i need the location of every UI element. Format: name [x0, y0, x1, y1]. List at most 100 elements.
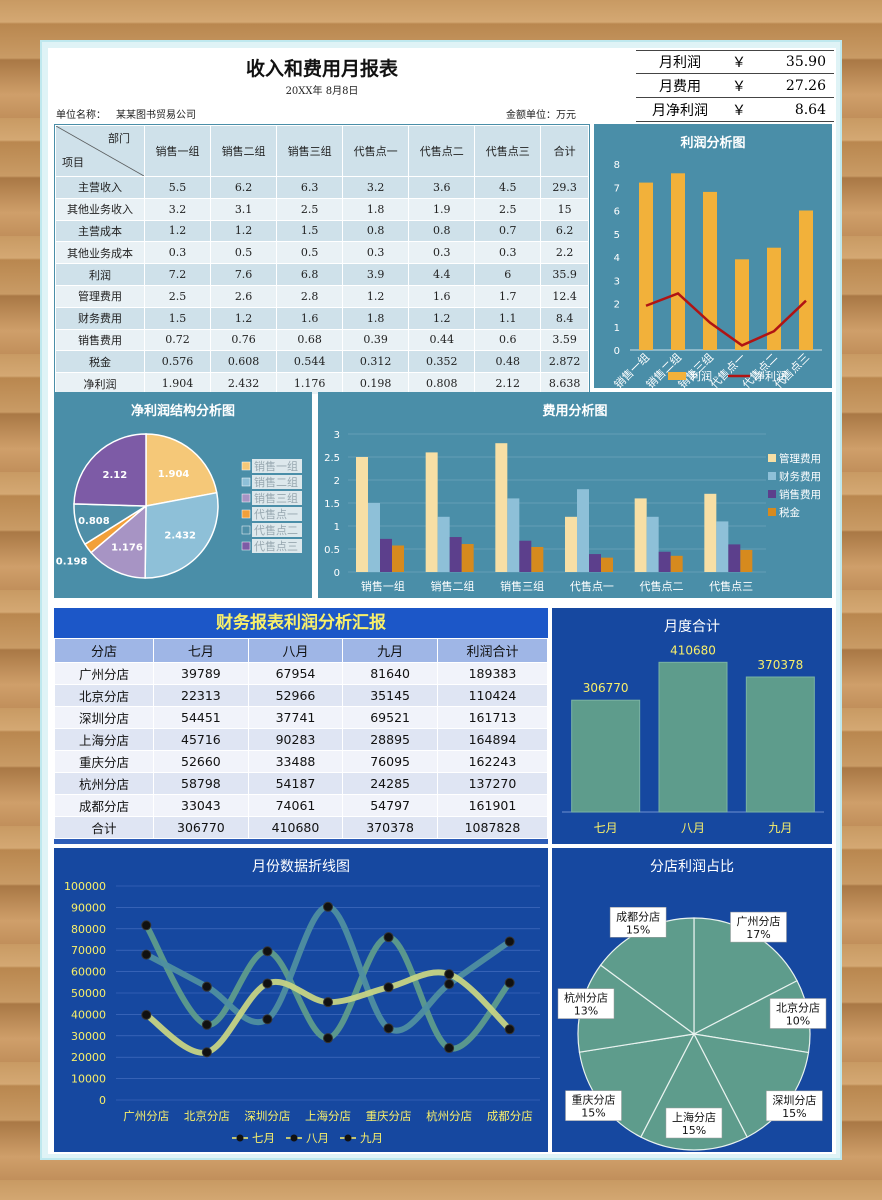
table-cell: 37741 — [247, 706, 344, 729]
table-cell: 成都分店 — [53, 794, 155, 817]
bar — [449, 537, 462, 572]
table-cell: 45716 — [153, 728, 249, 751]
row-label: 财务费用 — [55, 306, 145, 330]
table-cell: 0.3 — [408, 241, 476, 265]
table-cell: 90283 — [247, 728, 344, 751]
legend-swatch — [768, 508, 776, 516]
table-cell: 6.2 — [210, 176, 278, 199]
slice-label-box — [565, 1090, 622, 1121]
legend-swatch — [241, 493, 251, 503]
table-row: 管理费用 2.5 2.6 2.8 1.2 1.6 1.7 12.4 — [55, 284, 589, 308]
data-label: 2.432 — [164, 531, 196, 542]
table-cell: 33043 — [153, 794, 249, 817]
y-tick-label: 6 — [614, 207, 620, 218]
pie-slice — [144, 491, 219, 579]
table-cell: 6.3 — [276, 176, 344, 199]
table-cell: 0.44 — [408, 328, 476, 352]
pie-slice — [90, 504, 147, 579]
slice-label-name: 成都分店 — [616, 909, 660, 923]
legend-swatch — [668, 372, 686, 380]
bar — [728, 544, 741, 572]
legend-label-bg — [252, 539, 302, 553]
bar — [519, 540, 532, 572]
legend-swatch — [768, 490, 776, 498]
y-tick-label: 20000 — [71, 1051, 106, 1064]
table-cell: 2.872 — [540, 350, 589, 374]
y-tick-label: 1 — [614, 323, 620, 334]
table-cell: 74061 — [247, 794, 344, 817]
bar — [634, 498, 647, 572]
legend-label: 八月 — [306, 1131, 329, 1145]
table-cell: 35145 — [342, 684, 438, 707]
table-cell: 4.5 — [474, 176, 542, 199]
table-row: 北京分店 22313 52966 35145 110424 — [53, 684, 549, 707]
legend-swatch — [290, 1134, 298, 1142]
table-cell: 67954 — [247, 662, 344, 685]
branch-share-pie: 广州分店17%北京分店10%深圳分店15%上海分店15%重庆分店15%杭州分店1… — [557, 907, 827, 1151]
legend-label: 净利润 — [754, 369, 787, 383]
slice-label-box — [766, 1090, 823, 1122]
summary-value: 8.64 — [794, 101, 826, 118]
table-cell: 22313 — [153, 684, 249, 707]
y-tick-label: 7 — [614, 183, 620, 194]
table-row: 其他业务收入 3.2 3.1 2.5 1.8 1.9 2.5 15 — [55, 197, 589, 221]
x-tick-label: 重庆分店 — [366, 1109, 412, 1123]
income-expense-table: 部门 项目 销售一组 销售二组 销售三组 代售点一 代售点二 代售点三 合计 主营收入 5.5 6… — [54, 124, 590, 395]
data-point — [504, 977, 515, 988]
corner-top-label: 部门 — [108, 132, 130, 145]
table-cell: 54797 — [342, 794, 438, 817]
column-header: 销售三组 — [276, 125, 344, 177]
data-point — [141, 949, 152, 960]
net-profit-pie: 1.904 2.432 1.176 0.198 0.808 2.12 销售一组销售二组销售三… — [56, 433, 302, 579]
table-cell: 1.2 — [342, 284, 410, 308]
data-point — [262, 978, 273, 989]
legend-swatch — [241, 541, 251, 551]
monthly-line-panel: 月份数据折线图 0 10000 20000 30000 40000 50000 60000 7… — [54, 848, 548, 1152]
monthly-total-chart: 306770 七月 410680 八月 370378 九月 — [562, 643, 824, 835]
column-header: 八月 — [247, 638, 344, 663]
table-cell: 0.7 — [474, 219, 542, 243]
report-body: 收入和费用月报表 20XX年 8月8日 单位名称： 某某图书贸易公司 金额单位：万… — [48, 48, 836, 1154]
slice-label-name: 深圳分店 — [772, 1093, 816, 1107]
table-cell: 2.6 — [210, 284, 278, 308]
table-cell: 54187 — [247, 772, 344, 795]
table-cell: 2.8 — [276, 284, 344, 308]
table-cell: 0.76 — [210, 328, 278, 352]
bar — [392, 545, 404, 572]
corner-bottom-label: 项目 — [62, 156, 84, 169]
x-tick-label: 代售点三 — [709, 579, 753, 593]
table-cell: 0.3 — [143, 241, 212, 265]
legend-label: 代售点三 — [254, 539, 298, 553]
y-tick-label: 2 — [334, 476, 340, 487]
column-header: 代售点一 — [342, 125, 410, 177]
table-row: 财务费用 1.5 1.2 1.6 1.8 1.2 1.1 8.4 — [55, 306, 589, 330]
bar — [740, 549, 753, 572]
x-tick-label: 销售三组 — [500, 579, 544, 593]
table-cell: 370378 — [342, 816, 438, 839]
legend-swatch — [241, 509, 251, 519]
y-tick-label: 3 — [334, 430, 340, 441]
table-row: 其他业务成本 0.3 0.5 0.5 0.3 0.3 0.3 2.2 — [55, 241, 589, 265]
branch-profit-table: 财务报表利润分析汇报 分店 七月 八月 九月 利润合计 广州分店 39789 67954 81… — [53, 608, 549, 844]
pie-slice — [145, 433, 218, 507]
y-tick-label: 0 — [614, 346, 620, 357]
table-row: 利润 7.2 7.6 6.8 3.9 4.4 6 35.9 — [55, 263, 589, 286]
table-cell: 0.68 — [276, 328, 344, 352]
y-tick-label: 10000 — [71, 1073, 106, 1086]
table-cell: 2.12 — [474, 372, 542, 395]
table-cell: 58798 — [153, 772, 249, 795]
chart-title: 净利润结构分析图 — [130, 404, 235, 419]
series-line — [645, 292, 807, 347]
chart-title: 利润分析图 — [680, 136, 746, 151]
report-sheet: 收入和费用月报表 20XX年 8月8日 单位名称： 某某图书贸易公司 金额单位：万… — [40, 40, 842, 1160]
table-cell: 161901 — [436, 794, 549, 817]
monthly-total-panel: 月度合计 306770 七月 410680 八月 370378 九月 — [552, 608, 832, 844]
table-cell: 1.8 — [342, 306, 410, 330]
table-cell: 2.5 — [143, 284, 212, 308]
column-header: 合计 — [540, 125, 589, 177]
bar — [703, 191, 717, 350]
table-cell: 54451 — [153, 706, 249, 729]
table-cell: 1.2 — [143, 219, 212, 243]
bar — [571, 699, 641, 813]
table-cell: 1.5 — [143, 306, 212, 330]
